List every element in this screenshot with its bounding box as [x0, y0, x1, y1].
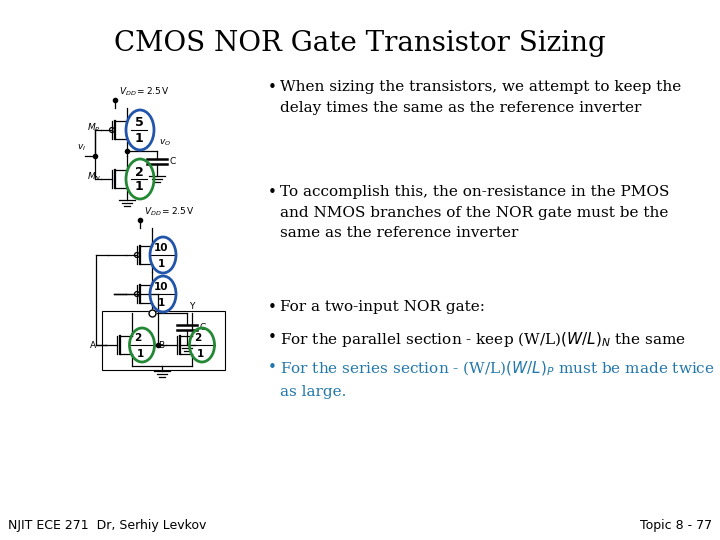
Text: A: A	[90, 341, 96, 349]
Text: •: •	[268, 80, 277, 95]
Text: $V_{DD} = 2.5\,\mathrm{V}$: $V_{DD} = 2.5\,\mathrm{V}$	[119, 85, 170, 98]
Text: For the series section - (W/L)$(\mathit{W/L})_{P}$ must be made twice
as large.: For the series section - (W/L)$(\mathit{…	[280, 360, 715, 399]
Text: Y: Y	[189, 302, 194, 311]
Text: 1: 1	[197, 349, 204, 359]
Text: For a two-input NOR gate:: For a two-input NOR gate:	[280, 300, 485, 314]
Text: For the parallel section - keep (W/L)$(\mathit{W/L})_{N}$ the same: For the parallel section - keep (W/L)$(\…	[280, 330, 686, 349]
Text: To accomplish this, the on-resistance in the PMOS
and NMOS branches of the NOR g: To accomplish this, the on-resistance in…	[280, 185, 670, 240]
Text: 2: 2	[135, 165, 144, 179]
Text: 5: 5	[135, 117, 144, 130]
Text: •: •	[268, 185, 277, 200]
Text: 2: 2	[134, 333, 141, 343]
Text: 1: 1	[137, 349, 144, 359]
Text: 2: 2	[194, 333, 202, 343]
Text: 1: 1	[158, 259, 166, 269]
Text: C: C	[199, 322, 205, 332]
Text: •: •	[268, 360, 277, 375]
Text: C: C	[169, 157, 175, 166]
Text: $v_I$: $v_I$	[77, 143, 86, 153]
Text: 10: 10	[154, 243, 168, 253]
Text: When sizing the transistors, we attempt to keep the
delay times the same as the : When sizing the transistors, we attempt …	[280, 80, 681, 114]
Text: •: •	[268, 300, 277, 315]
Text: 1: 1	[135, 180, 144, 193]
Bar	[102, 311, 225, 370]
Text: 10: 10	[154, 282, 168, 292]
Text: 1: 1	[158, 298, 166, 308]
Text: •: •	[268, 330, 277, 345]
Text: $M_P$: $M_P$	[87, 122, 101, 134]
Text: B: B	[158, 341, 164, 349]
Text: $v_O$: $v_O$	[159, 138, 171, 148]
Text: 1: 1	[135, 132, 144, 145]
Text: $M_N$: $M_N$	[87, 171, 102, 183]
Text: $V_{DD} = 2.5\,\mathrm{V}$: $V_{DD} = 2.5\,\mathrm{V}$	[144, 206, 195, 218]
Text: Topic 8 - 77: Topic 8 - 77	[640, 519, 712, 532]
Text: CMOS NOR Gate Transistor Sizing: CMOS NOR Gate Transistor Sizing	[114, 30, 606, 57]
Text: NJIT ECE 271  Dr, Serhiy Levkov: NJIT ECE 271 Dr, Serhiy Levkov	[8, 519, 207, 532]
